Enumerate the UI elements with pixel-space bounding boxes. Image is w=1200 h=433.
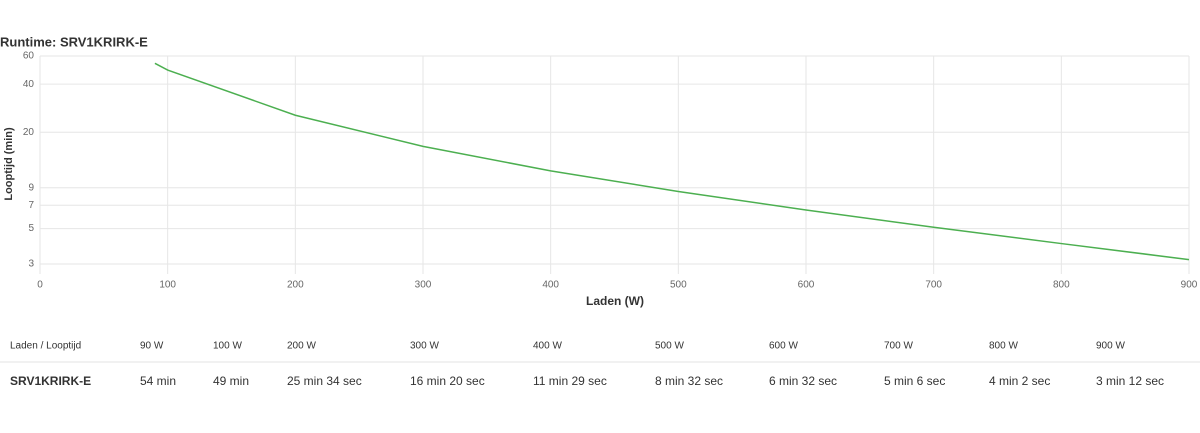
y-tick-label: 5 [28, 223, 34, 234]
table-cell: 8 min 32 sec [655, 374, 723, 388]
x-tick-label: 900 [1181, 280, 1198, 291]
x-tick-label: 700 [925, 280, 942, 291]
table-header-cell: 100 W [213, 341, 242, 352]
x-tick-label: 400 [542, 280, 559, 291]
table-cell: 11 min 29 sec [533, 374, 607, 388]
table-header-cell: 90 W [140, 341, 164, 352]
y-tick-label: 60 [23, 51, 35, 62]
table-header-cell: 800 W [989, 341, 1018, 352]
table-header-cell: 500 W [655, 341, 684, 352]
table-header-cell: 200 W [287, 341, 316, 352]
table-header-cell: 400 W [533, 341, 562, 352]
x-tick-label: 300 [415, 280, 432, 291]
table-cell: 25 min 34 sec [287, 374, 362, 388]
table-header-cell: 300 W [410, 341, 439, 352]
y-tick-label: 9 [28, 182, 34, 193]
x-tick-label: 600 [798, 280, 815, 291]
x-tick-label: 0 [37, 280, 43, 291]
x-tick-label: 100 [159, 280, 176, 291]
x-tick-label: 800 [1053, 280, 1070, 291]
x-tick-label: 200 [287, 280, 304, 291]
x-axis-label: Laden (W) [586, 294, 644, 308]
table-cell: 49 min [213, 374, 249, 388]
table-cell: SRV1KRIRK-E [10, 374, 91, 388]
table-header-cell: 600 W [769, 341, 798, 352]
runtime-line [154, 62, 1190, 261]
table-cell: 5 min 6 sec [884, 374, 945, 388]
table-cell: 4 min 2 sec [989, 374, 1050, 388]
x-tick-label: 500 [670, 280, 687, 291]
table-header-cell: 900 W [1096, 341, 1125, 352]
y-tick-label: 7 [28, 200, 34, 211]
chart-title: Runtime: SRV1KRIRK-E [0, 34, 148, 49]
table-cell: 16 min 20 sec [410, 374, 485, 388]
y-tick-label: 20 [23, 127, 35, 138]
y-tick-label: 3 [28, 259, 34, 270]
y-axis-label: Looptijd (min) [3, 127, 15, 201]
table-header-cell: Laden / Looptijd [10, 341, 81, 352]
y-tick-label: 40 [23, 79, 35, 90]
table-cell: 54 min [140, 374, 176, 388]
table-header-cell: 700 W [884, 341, 913, 352]
table-cell: 3 min 12 sec [1096, 374, 1164, 388]
table-cell: 6 min 32 sec [769, 374, 837, 388]
